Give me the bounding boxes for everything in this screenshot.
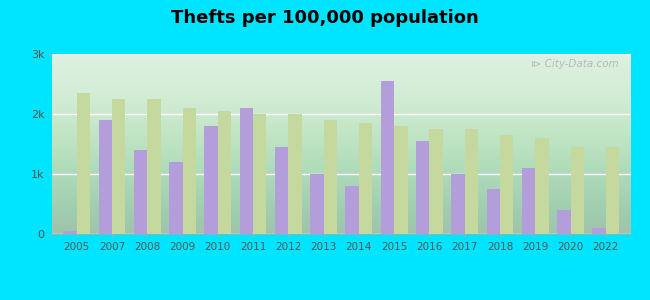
Bar xyxy=(204,126,218,234)
Bar xyxy=(324,120,337,234)
Bar xyxy=(77,93,90,234)
Bar xyxy=(416,141,430,234)
Bar xyxy=(63,231,77,234)
Bar xyxy=(112,99,125,234)
Bar xyxy=(500,135,514,234)
Bar xyxy=(359,123,372,234)
Bar xyxy=(253,114,266,234)
Bar xyxy=(557,210,571,234)
Bar xyxy=(275,147,289,234)
Bar xyxy=(289,114,302,234)
Bar xyxy=(430,129,443,234)
Bar xyxy=(451,174,465,234)
Bar xyxy=(606,147,619,234)
Bar xyxy=(592,228,606,234)
Text: ⧐ City-Data.com: ⧐ City-Data.com xyxy=(531,59,619,69)
Bar xyxy=(465,129,478,234)
Bar xyxy=(571,147,584,234)
Bar xyxy=(183,108,196,234)
Bar xyxy=(346,186,359,234)
Bar xyxy=(148,99,161,234)
Legend: West Homestead, U.S. average: West Homestead, U.S. average xyxy=(203,298,479,300)
Bar xyxy=(310,174,324,234)
Bar xyxy=(522,168,535,234)
Bar xyxy=(218,111,231,234)
Bar xyxy=(169,162,183,234)
Bar xyxy=(134,150,148,234)
Bar xyxy=(487,189,500,234)
Bar xyxy=(99,120,112,234)
Bar xyxy=(535,138,549,234)
Bar xyxy=(240,108,253,234)
Bar xyxy=(381,81,394,234)
Text: Thefts per 100,000 population: Thefts per 100,000 population xyxy=(171,9,479,27)
Bar xyxy=(394,126,408,234)
